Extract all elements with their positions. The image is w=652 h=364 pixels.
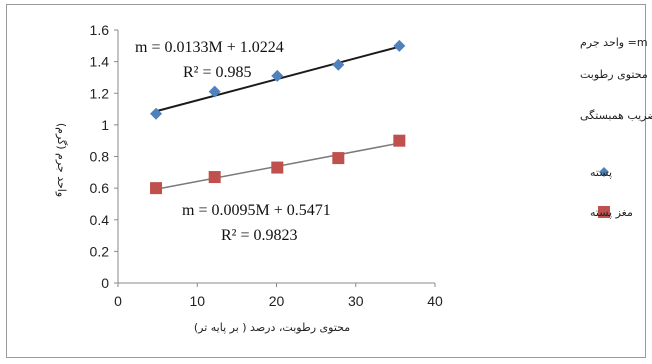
- data-point-series-1: [393, 39, 406, 52]
- x-tick-label: 10: [189, 293, 205, 309]
- y-tick-label: 0.4: [90, 212, 110, 228]
- data-point-series-1: [271, 69, 284, 82]
- annotation-m: m= واحد جرم: [580, 36, 648, 49]
- legend-marker-series-2: [598, 206, 610, 218]
- data-point-series-2: [271, 161, 284, 174]
- r2-series-2: R² = 0.9823: [221, 227, 298, 244]
- y-tick-label: 0.8: [90, 149, 110, 165]
- y-tick-label: 1: [101, 117, 109, 133]
- data-points: [150, 39, 406, 195]
- y-tick-label: 1.6: [90, 22, 110, 38]
- axes: 0 0.2 0.4 0.6 0.8 1 1.2 1.4 1.6 0 10 20 30 40: [90, 22, 443, 309]
- legend: پسته مغز پسته: [590, 166, 633, 219]
- y-tick-label: 1.4: [90, 54, 110, 70]
- x-tick-label: 30: [348, 293, 364, 309]
- chart-frame: [6, 4, 646, 358]
- y-axis-label: واحد جرم (گرم): [55, 123, 68, 197]
- data-point-series-2: [332, 152, 345, 165]
- annotation-R: R= ضریب همبستگی: [580, 109, 652, 122]
- annotation-M: M= محتوی رطوبت: [580, 68, 652, 81]
- equation-series-1: m = 0.0133M + 1.0224: [135, 39, 284, 56]
- y-tick-label: 0.2: [90, 243, 110, 259]
- x-axis-label: محتوی رطوبت، درصد ( بر پایه تر): [194, 321, 350, 334]
- x-tick-label: 20: [269, 293, 285, 309]
- y-tick-label: 0.6: [90, 180, 110, 196]
- data-point-series-2: [208, 171, 221, 184]
- data-point-series-1: [332, 58, 345, 71]
- r2-series-1: R² = 0.985: [183, 64, 252, 81]
- x-tick-label: 0: [114, 293, 122, 309]
- y-tick-label: 1.2: [90, 85, 110, 101]
- equation-series-2: m = 0.0095M + 0.5471: [182, 202, 331, 219]
- legend-marker-series-1: [599, 167, 609, 177]
- legend-label-series-2: مغز پسته: [590, 206, 633, 219]
- y-tick-label: 0: [101, 275, 109, 291]
- data-point-series-1: [150, 107, 163, 120]
- data-point-series-2: [150, 182, 163, 195]
- data-point-series-1: [208, 85, 221, 98]
- legend-label-series-1: پسته: [590, 166, 612, 179]
- data-point-series-2: [393, 134, 406, 147]
- x-tick-label: 40: [427, 293, 443, 309]
